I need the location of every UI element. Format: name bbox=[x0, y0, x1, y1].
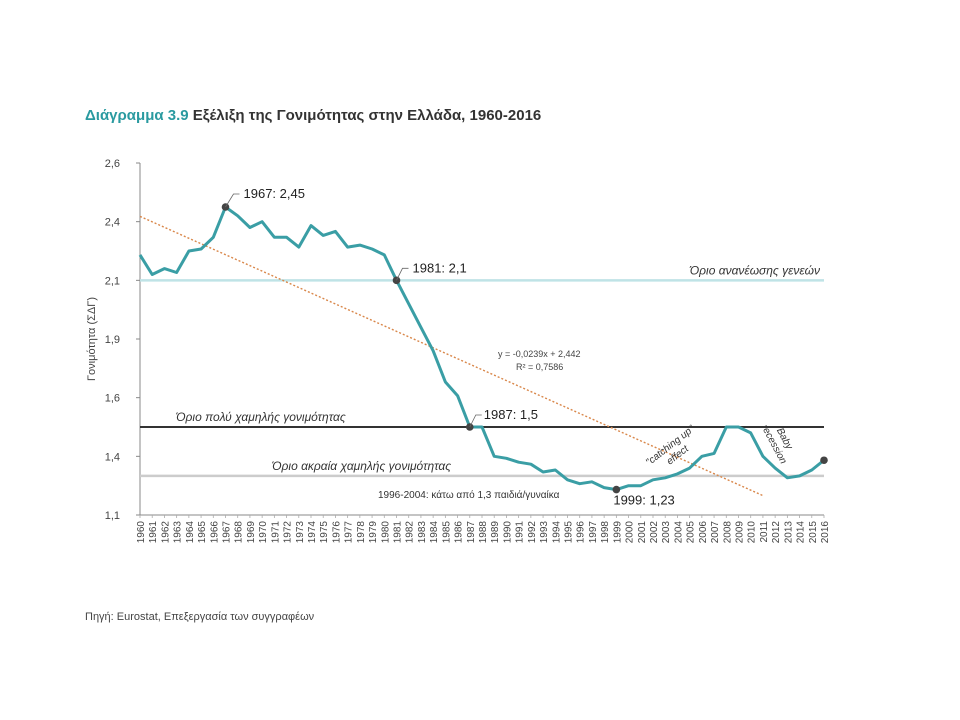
reference-lines: Όριο ανανέωσης γενεών Όριο πολύ χαμηλής γ… bbox=[140, 263, 824, 478]
x-tick-label: 2015 bbox=[808, 521, 819, 544]
x-tick-label: 1981 bbox=[393, 521, 404, 544]
x-tick-label: 1979 bbox=[368, 521, 379, 544]
x-tick-label: 2002 bbox=[649, 521, 660, 544]
x-tick-label: 1995 bbox=[564, 521, 575, 544]
x-tick-label: 2000 bbox=[625, 521, 636, 544]
y-tick-label: 2,1 bbox=[105, 275, 120, 287]
x-tick-label: 1967 bbox=[222, 521, 233, 544]
fertility-line bbox=[138, 205, 825, 492]
x-tick-label: 2013 bbox=[783, 521, 794, 544]
trendline-equation: y = -0,0239x + 2,442 bbox=[498, 349, 581, 359]
reference-line-label: Όριο πολύ χαμηλής γονιμότητας bbox=[175, 410, 346, 424]
x-tick-label: 1964 bbox=[185, 521, 196, 544]
x-tick-label: 1988 bbox=[478, 521, 489, 544]
x-tick-label: 2009 bbox=[735, 521, 746, 544]
x-tick-label: 1969 bbox=[246, 521, 257, 544]
annotation-label: 1999: 1,23 bbox=[613, 493, 674, 508]
x-tick-label: 1963 bbox=[173, 521, 184, 544]
x-tick-label: 1961 bbox=[148, 521, 159, 544]
x-tick-label: 1982 bbox=[405, 521, 416, 544]
x-tick-label: 1989 bbox=[490, 521, 501, 544]
y-tick-label: 2,4 bbox=[105, 217, 120, 229]
x-tick-label: 1970 bbox=[258, 521, 269, 544]
x-tick-label: 1991 bbox=[515, 521, 526, 544]
x-tick-label: 1984 bbox=[429, 521, 440, 544]
low-period-note: 1996-2004: κάτω από 1,3 παιδιά/γυναίκα bbox=[378, 489, 560, 501]
x-tick-label: 1980 bbox=[380, 521, 391, 544]
x-tick-label: 1966 bbox=[209, 521, 220, 544]
chart-title: Διάγραμμα 3.9 Εξέλιξη της Γονιμότητας στ… bbox=[85, 107, 541, 124]
annotation-marker bbox=[820, 456, 828, 465]
x-tick-label: 2012 bbox=[771, 521, 782, 544]
x-tick-label: 1968 bbox=[234, 521, 245, 544]
x-tick-label: 1996 bbox=[576, 521, 587, 544]
fertility-series bbox=[138, 205, 825, 492]
y-tick-label: 1,4 bbox=[105, 451, 120, 463]
y-tick-label: 1,1 bbox=[105, 510, 120, 522]
annotation-marker bbox=[392, 276, 401, 285]
reference-line-label: Όριο ακραία χαμηλής γονιμότητας bbox=[271, 459, 451, 473]
annotation-leader bbox=[396, 267, 409, 281]
x-tick-label: 1992 bbox=[527, 521, 538, 544]
x-tick-label: 1994 bbox=[551, 521, 562, 544]
chart-axes: 2,6 2,4 2,1 1,9 1,6 1,4 1,1 Γονιμότητα (ΣΔΓ) 196… bbox=[86, 158, 831, 543]
x-tick-label: 2004 bbox=[673, 521, 684, 544]
x-tick-label: 2008 bbox=[722, 521, 733, 544]
annotation-leader bbox=[225, 193, 240, 208]
x-tick-label: 2016 bbox=[820, 521, 831, 544]
x-tick-label: 1976 bbox=[331, 521, 342, 544]
x-tick-label: 1972 bbox=[283, 521, 294, 544]
y-tick-label: 2,6 bbox=[105, 158, 120, 170]
x-tick-label: 1965 bbox=[197, 521, 208, 544]
x-tick-label: 1971 bbox=[270, 521, 281, 544]
x-tick-label: 2005 bbox=[686, 521, 697, 544]
chart-title-main: Εξέλιξη της Γονιμότητας στην Ελλάδα, 196… bbox=[192, 107, 542, 124]
x-tick-label: 2007 bbox=[710, 521, 721, 544]
x-tick-label: 1977 bbox=[344, 521, 355, 544]
trendline-path bbox=[139, 215, 764, 497]
annotation-marker bbox=[612, 485, 621, 494]
annotation-label: 1981: 2,1 bbox=[413, 260, 467, 275]
y-tick-label: 1,9 bbox=[105, 334, 120, 346]
annotations: 1967: 2,45 1981: 2,1 1987: 1,5 1999: 1,23 bbox=[221, 186, 828, 508]
x-tick-label: 2010 bbox=[747, 521, 758, 544]
reference-line-label: Όριο ανανέωσης γενεών bbox=[689, 263, 820, 277]
x-tick-label: 1986 bbox=[454, 521, 465, 544]
x-tick-label: 1983 bbox=[417, 521, 428, 544]
x-tick-label: 1997 bbox=[588, 521, 599, 544]
annotation-leader bbox=[469, 414, 482, 428]
x-tick-label: 2006 bbox=[698, 521, 709, 544]
x-tick-label: 1987 bbox=[466, 521, 477, 544]
x-tick-label: 1974 bbox=[307, 521, 318, 544]
trendline-r2: R² = 0,7586 bbox=[516, 362, 563, 372]
x-tick-label: 1960 bbox=[136, 521, 147, 544]
x-tick-label: 2003 bbox=[661, 521, 672, 544]
x-tick-label: 1990 bbox=[502, 521, 513, 544]
chart-title-prefix: Διάγραμμα 3.9 bbox=[85, 107, 189, 124]
x-tick-label: 2014 bbox=[796, 521, 807, 544]
x-tick-label: 1999 bbox=[612, 521, 623, 544]
source-note: Πηγή: Eurostat, Επεξεργασία των συγγραφέ… bbox=[85, 611, 315, 623]
catching-up-note: "catching up"effect bbox=[644, 423, 704, 477]
x-tick-label: 1993 bbox=[539, 521, 550, 544]
trendline: y = -0,0239x + 2,442 R² = 0,7586 bbox=[139, 215, 764, 497]
x-tick-label: 1985 bbox=[441, 521, 452, 544]
x-tick-label: 1962 bbox=[160, 521, 171, 544]
x-tick-label: 1973 bbox=[295, 521, 306, 544]
annotation-label: 1967: 2,45 bbox=[244, 186, 305, 201]
x-tick-label: 2001 bbox=[637, 521, 648, 544]
x-tick-label: 1975 bbox=[319, 521, 330, 544]
x-tick-label: 1978 bbox=[356, 521, 367, 544]
annotation-label: 1987: 1,5 bbox=[484, 407, 538, 422]
y-tick-label: 1,6 bbox=[105, 393, 120, 405]
y-axis-label: Γονιμότητα (ΣΔΓ) bbox=[86, 297, 98, 381]
x-tick-label: 2011 bbox=[759, 521, 770, 543]
x-tick-label: 1998 bbox=[600, 521, 611, 544]
